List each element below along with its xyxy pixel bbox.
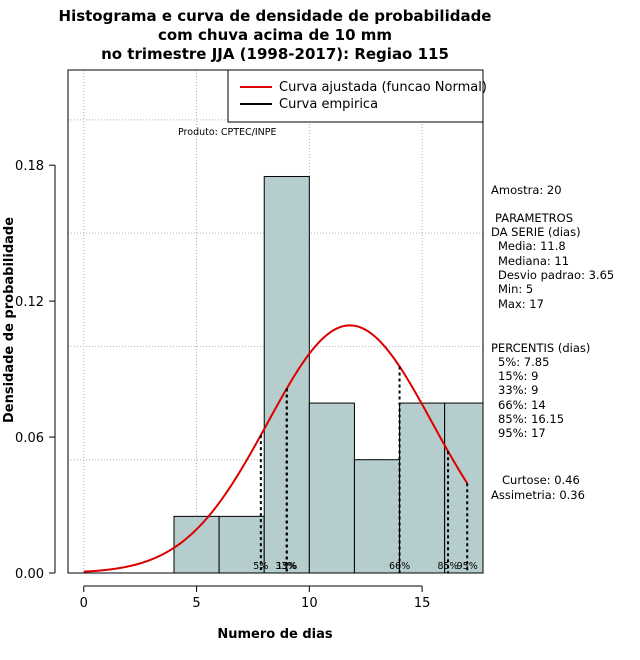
histogram-bar-6 <box>444 402 483 573</box>
x-tick-label-0: 0 <box>80 596 88 611</box>
chart-title-line-1: Histograma e curva de densidade de proba… <box>59 7 492 25</box>
param-median: Mediana: 11 <box>498 254 569 268</box>
histogram-bar-3 <box>308 402 355 573</box>
chart-title-line-3: no trimestre JJA (1998-2017): Regiao 115 <box>101 45 449 63</box>
percentil-5: 5%: 7.85 <box>498 355 549 369</box>
percentil-85: 85%: 16.15 <box>498 412 564 426</box>
stat-curtose: Curtose: 0.46 <box>502 473 580 487</box>
x-tick-label-2: 10 <box>301 596 318 611</box>
param-sd: Desvio padrao: 3.65 <box>498 268 614 282</box>
histogram-bar-2 <box>263 175 310 573</box>
histogram-bar-4 <box>353 459 401 573</box>
percentile-label-2: 33% <box>275 561 296 572</box>
y-axis-title: Densidade de probabilidade <box>2 217 17 423</box>
y-tick-label-2: 0.12 <box>15 295 44 310</box>
percentile-label-0: 5% <box>253 561 268 572</box>
fitted-normal-curve <box>83 324 469 573</box>
chart-title-line-2: com chuva acima de 10 mm <box>158 26 392 44</box>
param-min: Min: 5 <box>498 282 533 296</box>
percentile-label-5: 95% <box>457 561 478 572</box>
param-mean: Media: 11.8 <box>498 239 566 253</box>
param-max: Max: 17 <box>498 297 544 311</box>
x-tick-label-3: 15 <box>414 596 431 611</box>
histogram-bars <box>173 175 483 573</box>
percentile-lines: 5% 15%33% 66% 85%95% <box>253 366 478 573</box>
percentil-33: 33%: 9 <box>498 383 538 397</box>
stat-sample: Amostra: 20 <box>491 183 562 197</box>
y-tick-label-3: 0.18 <box>15 159 44 174</box>
params-title-1: PARAMETROS <box>495 211 573 225</box>
product-label: Produto: CPTEC/INPE <box>178 127 277 138</box>
histogram-bar-0 <box>173 515 220 573</box>
percentile-label-1: 15% <box>276 561 297 572</box>
histogram-bar-5 <box>399 402 446 573</box>
stats-panel: Amostra: 20 PARAMETROS DA SERIE (dias) M… <box>491 183 614 502</box>
y-tick-label-0: 0.00 <box>15 567 44 582</box>
stat-assimetria: Assimetria: 0.36 <box>491 488 585 502</box>
legend: Curva ajustada (funcao Normal) Curva emp… <box>227 69 487 123</box>
x-tick-label-1: 5 <box>192 596 200 611</box>
axes: 0 5 10 15 0.00 0.06 0.12 0.18 <box>15 159 430 611</box>
percentile-label-3: 66% <box>389 561 410 572</box>
x-axis-title: Numero de dias <box>217 627 333 642</box>
percentil-95: 95%: 17 <box>498 426 546 440</box>
legend-fitted-label: Curva ajustada (funcao Normal) <box>279 80 487 95</box>
percentile-label-4: 85% <box>437 561 458 572</box>
legend-box <box>227 69 484 123</box>
histogram-bar-1 <box>218 515 265 573</box>
fitted-curve-layer <box>83 324 469 573</box>
percentis-title: PERCENTIS (dias) <box>491 341 590 355</box>
legend-empirical-label: Curva empirica <box>279 97 378 112</box>
y-tick-label-1: 0.06 <box>15 431 44 446</box>
params-title-2: DA SERIE (dias) <box>491 225 581 239</box>
percentil-15: 15%: 9 <box>498 369 538 383</box>
percentil-66: 66%: 14 <box>498 398 546 412</box>
